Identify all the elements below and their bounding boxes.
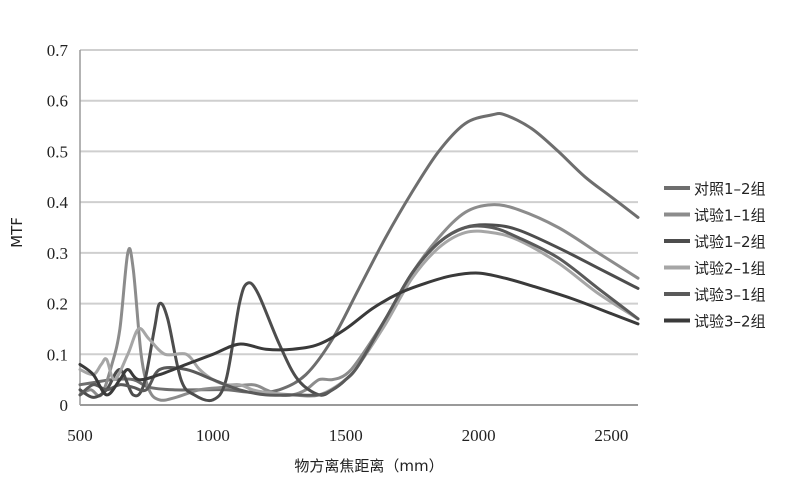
x-tick-label: 1500 [329,426,363,445]
x-axis-title: 物方离焦距离（mm） [294,457,443,475]
series-line-5 [78,224,640,397]
legend-label: 试验2–1组 [694,260,766,278]
series-line-2 [78,203,640,402]
x-tick-label: 500 [67,426,93,445]
y-tick-label: 0.6 [47,92,68,111]
legend-label: 对照1–2组 [694,180,766,198]
y-tick-label: 0.4 [47,193,69,212]
grid-lines [79,49,638,406]
series-line-6 [78,271,640,397]
x-tick-label: 2500 [594,426,628,445]
y-tick-label: 0.2 [47,295,68,314]
legend-label: 试验3–1组 [694,286,766,304]
x-tick-label: 2000 [462,426,496,445]
y-tick-label: 0.3 [47,244,68,263]
y-tick-labels: 0 0.1 0.2 0.3 0.4 0.5 0.6 0.7 [47,41,69,415]
y-tick-label: 0.5 [47,142,68,161]
y-tick-label: 0.1 [47,345,68,364]
x-tick-labels: 500 1000 1500 2000 2500 [67,426,628,445]
series-lines [78,112,640,403]
legend-label: 试验3–2组 [694,313,766,331]
legend-label: 试验1–1组 [694,207,766,225]
y-axis-title: MTF [8,217,26,248]
series-line-4 [78,229,640,398]
x-tick-label: 1000 [196,426,230,445]
y-tick-label: 0 [60,396,69,415]
y-tick-label: 0.7 [47,41,69,60]
legend-label: 试验1–2组 [694,233,766,251]
